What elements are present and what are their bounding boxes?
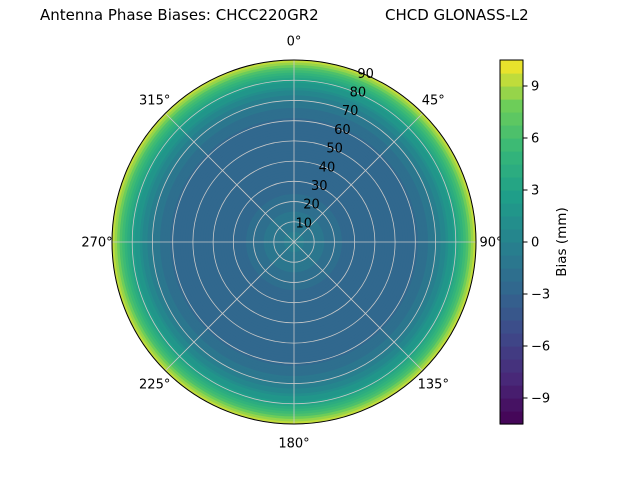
theta-gridline — [165, 241, 295, 371]
colorbar-segment — [500, 151, 523, 165]
radial-tick-label: 50 — [326, 142, 343, 157]
colorbar-segment — [500, 398, 523, 412]
radial-tick-label: 30 — [311, 179, 328, 194]
colorbar-segment — [500, 255, 523, 269]
theta-gridline — [293, 241, 423, 371]
chart-title-left: Antenna Phase Biases: CHCC220GR2 — [40, 6, 319, 24]
colorbar-segment — [500, 294, 523, 308]
theta-tick-label: 45° — [422, 93, 445, 108]
radial-tick-label: 20 — [303, 198, 320, 213]
theta-tick-label: 180° — [278, 437, 309, 452]
radial-tick-label: 80 — [350, 86, 367, 101]
colorbar-segment — [500, 112, 523, 126]
colorbar-segment — [500, 229, 523, 243]
colorbar-segment — [500, 242, 523, 256]
colorbar-segment — [500, 385, 523, 399]
theta-tick-label: 135° — [418, 378, 449, 393]
colorbar-tick-label: 9 — [531, 80, 539, 95]
colorbar-segment — [500, 320, 523, 334]
radial-tick-label: 90 — [357, 67, 374, 82]
radial-tick-label: 60 — [334, 123, 351, 138]
theta-gridline — [165, 113, 295, 243]
colorbar-tick-label: 0 — [531, 236, 539, 251]
colorbar-tick-label: −6 — [531, 340, 550, 355]
theta-tick-label: 0° — [287, 35, 302, 50]
colorbar-tick-labels: 9 6 3 0 −3 −6 −9 — [523, 80, 550, 407]
theta-tick-labels: 0° 45° 90° 135° 180° 225° 270° 315° — [81, 35, 502, 452]
theta-tick-label: 90° — [479, 236, 502, 251]
colorbar-segment — [500, 307, 523, 321]
colorbar-segment — [500, 190, 523, 204]
colorbar-segment — [500, 359, 523, 373]
colorbar-segment — [500, 203, 523, 217]
colorbar-segment — [500, 281, 523, 295]
chart-title-right: CHCD GLONASS-L2 — [385, 6, 529, 24]
colorbar-segment — [500, 216, 523, 230]
colorbar-segment — [500, 86, 523, 100]
colorbar-segment — [500, 99, 523, 113]
theta-tick-label: 315° — [139, 93, 170, 108]
colorbar-tick-label: −9 — [531, 392, 550, 407]
colorbar-tick-label: 3 — [531, 184, 539, 199]
radial-tick-label: 70 — [342, 104, 359, 119]
colorbar-segment — [500, 164, 523, 178]
colorbar-segment — [500, 177, 523, 191]
polar-grid — [111, 59, 477, 425]
colorbar — [499, 59, 524, 425]
radial-tick-label: 40 — [319, 160, 336, 175]
colorbar-segment — [500, 138, 523, 152]
theta-tick-label: 270° — [81, 236, 112, 251]
colorbar-segment — [500, 346, 523, 360]
colorbar-segment — [500, 372, 523, 386]
radial-tick-label: 10 — [295, 216, 312, 231]
polar-outline — [111, 59, 477, 425]
colorbar-tick-label: −3 — [531, 288, 550, 303]
colorbar-label: Bias (mm) — [554, 207, 570, 276]
colorbar-segment — [500, 73, 523, 87]
colorbar-segment — [500, 333, 523, 347]
colorbar-segment — [500, 411, 523, 425]
colorbar-segment — [500, 268, 523, 282]
theta-gridline — [293, 113, 423, 243]
colorbar-tick-label: 6 — [531, 132, 539, 147]
radial-tick-labels: 10 20 30 40 50 60 70 80 90 — [295, 67, 373, 231]
theta-tick-label: 225° — [139, 378, 170, 393]
polar-spine — [111, 59, 477, 425]
colorbar-segment — [500, 60, 523, 74]
colorbar-segment — [500, 125, 523, 139]
